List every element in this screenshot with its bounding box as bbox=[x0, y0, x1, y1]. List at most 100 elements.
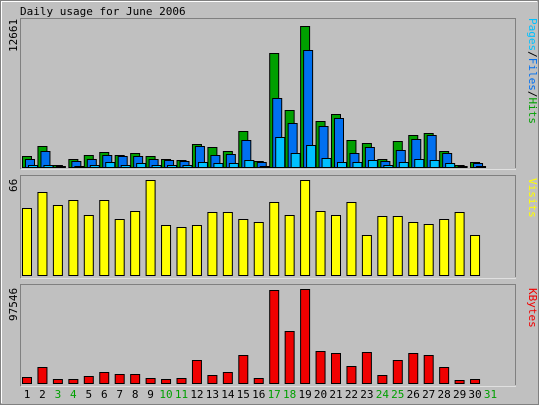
pages-bar bbox=[244, 160, 255, 168]
kbytes-bar bbox=[238, 355, 249, 384]
visits-bar bbox=[300, 180, 311, 276]
visits-bar bbox=[130, 211, 141, 276]
visits-bar bbox=[253, 222, 264, 276]
pages-bar bbox=[74, 166, 85, 168]
day-label: 27 bbox=[422, 388, 435, 401]
kbytes-bar bbox=[423, 355, 434, 384]
kbytes-bar bbox=[176, 378, 187, 384]
visits-bar bbox=[52, 205, 63, 276]
pages-bar bbox=[367, 160, 378, 168]
kbytes-bar bbox=[300, 289, 311, 384]
kbytes-bar bbox=[207, 375, 218, 384]
kbytes-bar bbox=[52, 379, 63, 384]
day-label: 31 bbox=[484, 388, 497, 401]
kbytes-bar bbox=[191, 360, 202, 384]
visits-bar bbox=[454, 212, 465, 276]
day-label: 6 bbox=[101, 388, 108, 401]
x-axis-day-labels: 1 2 3 4 5 6 7 8 9 10 11 12 13 14 15 16 17 18 19 20 21 22 23 24 2… bbox=[24, 388, 497, 401]
kbytes-bar bbox=[37, 367, 48, 384]
legend-entry: / bbox=[526, 51, 539, 58]
chart-title: Daily usage for June 2006 bbox=[20, 5, 186, 18]
visits-bar bbox=[346, 202, 357, 276]
visits-bar bbox=[408, 222, 419, 276]
kbytes-ymax-label: 97546 bbox=[7, 288, 20, 321]
day-label: 25 bbox=[391, 388, 404, 401]
day-label: 19 bbox=[298, 388, 311, 401]
pages-bar bbox=[120, 165, 131, 168]
hits-bars bbox=[22, 26, 487, 168]
hits-legend: Pages/Files/Hits bbox=[526, 18, 539, 124]
visits-bar bbox=[99, 200, 110, 276]
legend-entry: Visits bbox=[526, 178, 539, 218]
pages-bar bbox=[321, 158, 332, 168]
pages-bar bbox=[197, 162, 208, 168]
day-label: 12 bbox=[190, 388, 203, 401]
visits-bar bbox=[284, 215, 295, 276]
kbytes-bar bbox=[161, 379, 172, 384]
pages-bar bbox=[28, 165, 38, 168]
pages-bar bbox=[476, 166, 487, 168]
pages-bar bbox=[259, 166, 270, 168]
visits-bar bbox=[176, 227, 187, 276]
day-label: 29 bbox=[453, 388, 466, 401]
day-label: 17 bbox=[268, 388, 281, 401]
kbytes-bar bbox=[99, 372, 110, 384]
kbytes-bar bbox=[222, 372, 233, 384]
pages-bar bbox=[398, 162, 409, 168]
kbytes-bar bbox=[408, 353, 419, 384]
pages-bar bbox=[105, 162, 116, 168]
day-label: 23 bbox=[360, 388, 373, 401]
legend-entry: Hits bbox=[526, 98, 539, 125]
day-label: 20 bbox=[314, 388, 327, 401]
pages-bar bbox=[306, 145, 317, 168]
visits-bar bbox=[470, 235, 481, 276]
day-label: 21 bbox=[329, 388, 342, 401]
day-label: 10 bbox=[159, 388, 172, 401]
visits-bar bbox=[207, 212, 218, 276]
visits-bar bbox=[222, 212, 233, 276]
day-label: 16 bbox=[252, 388, 265, 401]
pages-bar bbox=[89, 165, 100, 168]
day-label: 14 bbox=[221, 388, 235, 401]
kbytes-bar bbox=[331, 353, 341, 384]
kbytes-bar bbox=[377, 375, 388, 384]
visits-bar bbox=[22, 208, 32, 276]
kbytes-panel: 97546 KBytes bbox=[7, 284, 539, 387]
visits-bar bbox=[161, 225, 172, 276]
visits-bar bbox=[331, 215, 341, 276]
kbytes-bar bbox=[346, 366, 357, 384]
hits-files-pages-panel: 12661 Pages/Files/Hits bbox=[7, 18, 539, 170]
day-label: 3 bbox=[55, 388, 62, 401]
pages-bar bbox=[352, 162, 363, 168]
day-label: 26 bbox=[407, 388, 420, 401]
legend-entry: KBytes bbox=[526, 288, 539, 328]
pages-bar bbox=[182, 165, 193, 168]
pages-bar bbox=[383, 165, 394, 168]
pages-bar bbox=[213, 163, 224, 168]
kbytes-bar bbox=[145, 378, 156, 384]
pages-bar bbox=[290, 153, 301, 168]
day-label: 18 bbox=[283, 388, 296, 401]
kbytes-bar bbox=[269, 290, 280, 384]
kbytes-bars bbox=[22, 289, 481, 384]
visits-ymax-label: 66 bbox=[7, 179, 20, 192]
kbytes-bar bbox=[392, 360, 403, 384]
visits-bar bbox=[423, 224, 434, 276]
visits-legend: Visits bbox=[526, 178, 539, 218]
kbytes-bar bbox=[114, 374, 125, 384]
pages-bar bbox=[136, 163, 147, 168]
day-label: 24 bbox=[376, 388, 390, 401]
pages-bar bbox=[43, 165, 54, 168]
pages-bar bbox=[167, 165, 178, 168]
kbytes-bar bbox=[439, 367, 450, 384]
pages-bar bbox=[414, 159, 425, 168]
kbytes-bar bbox=[315, 351, 326, 384]
day-label: 2 bbox=[39, 388, 46, 401]
files-bar bbox=[334, 118, 344, 168]
visits-bar bbox=[114, 219, 125, 276]
day-label: 5 bbox=[85, 388, 92, 401]
day-label: 8 bbox=[132, 388, 139, 401]
pages-bar bbox=[429, 160, 440, 168]
kbytes-bar bbox=[470, 379, 481, 384]
